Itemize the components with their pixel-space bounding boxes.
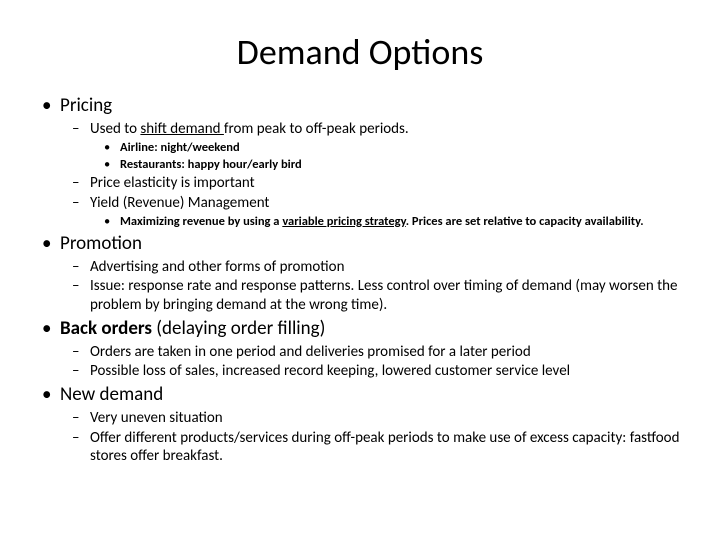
bullet-promotion-issue: Issue: response rate and response patter… (90, 277, 690, 315)
bullet-pricing-label: Pricing (60, 94, 112, 117)
slide: Demand Options Pricing Used to shift dem… (0, 0, 720, 540)
bullet-newdemand-offer: Offer different products/services during… (90, 429, 690, 467)
bullet-pricing-elasticity: Price elasticity is important (90, 174, 690, 193)
bullet-backorders-label-rest: (delaying order filling) (152, 317, 325, 340)
bullet-backorders-loss: Possible loss of sales, increased record… (90, 362, 690, 381)
bullet-backorders-label-bold: Back orders (60, 317, 152, 340)
bullet-promotion-advertising: Advertising and other forms of promotion (90, 258, 690, 277)
bullet-pricing: Pricing Used to shift demand from peak t… (60, 94, 690, 230)
bullet-promotion-label: Promotion (60, 232, 142, 255)
bullet-newdemand-uneven: Very uneven situation (90, 409, 690, 428)
bullet-pricing-yield: Yield (Revenue) Management Maximizing re… (90, 194, 690, 230)
bullet-backorders-taken: Orders are taken in one period and deliv… (90, 343, 690, 362)
bullet-list: Pricing Used to shift demand from peak t… (30, 94, 690, 466)
slide-title: Demand Options (30, 30, 690, 74)
bullet-pricing-airline: Airline: night/weekend (120, 140, 690, 156)
bullet-pricing-restaurants: Restaurants: happy hour/early bird (120, 157, 690, 173)
bullet-newdemand-label: New demand (60, 383, 163, 406)
bullet-promotion: Promotion Advertising and other forms of… (60, 232, 690, 315)
bullet-pricing-maxrev: Maximizing revenue by using a variable p… (120, 214, 690, 230)
bullet-newdemand: New demand Very uneven situation Offer d… (60, 383, 690, 466)
bullet-backorders: Back orders (delaying order filling) Ord… (60, 317, 690, 381)
bullet-pricing-shift: Used to shift demand from peak to off-pe… (90, 120, 690, 173)
